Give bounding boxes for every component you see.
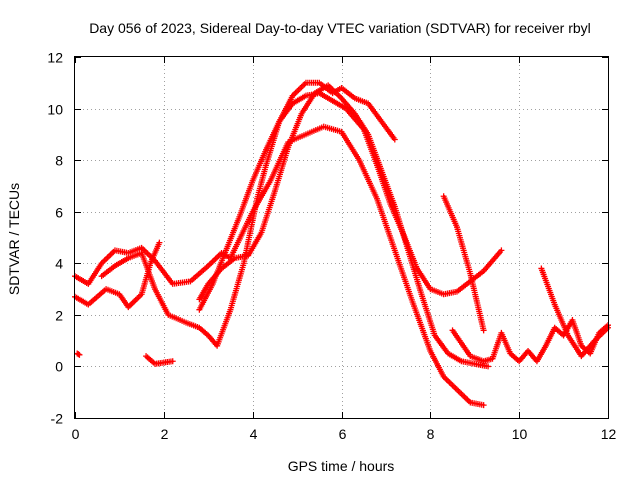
y-tick-label: 4 — [55, 256, 63, 272]
data-point — [480, 327, 487, 334]
series-trace-i — [143, 353, 176, 367]
data-point — [76, 351, 83, 358]
series-trace-b — [72, 123, 487, 409]
y-axis-label: SDTVAR / TECUs — [6, 183, 22, 295]
y-tick-label: 10 — [47, 102, 63, 118]
series-trace-h — [538, 265, 611, 360]
x-tick-label: 8 — [427, 426, 435, 442]
series-trace-e — [196, 82, 492, 370]
x-tick-label: 6 — [339, 426, 347, 442]
series-trace-c — [98, 90, 505, 349]
x-axis-label: GPS time / hours — [288, 458, 395, 474]
x-tick-label: 4 — [250, 426, 258, 442]
y-tick-label: 6 — [55, 205, 63, 221]
y-tick-label: 12 — [47, 50, 63, 66]
y-tick-label: 8 — [55, 153, 63, 169]
data-point — [391, 136, 398, 143]
x-tick-label: 0 — [72, 426, 80, 442]
plot-frame — [74, 56, 609, 419]
y-tick-label: 0 — [55, 359, 63, 375]
series-trace-j — [74, 350, 83, 358]
data-marks — [72, 79, 611, 409]
series-trace-g — [449, 317, 611, 365]
x-tick-label: 10 — [512, 426, 528, 442]
y-tick-label: -2 — [51, 411, 64, 427]
series-trace-f — [440, 193, 487, 334]
y-tick-label: 2 — [55, 308, 63, 324]
chart-title: Day 056 of 2023, Sidereal Day-to-day VTE… — [89, 20, 591, 36]
data-point — [480, 402, 487, 409]
x-tick-label: 12 — [601, 426, 617, 442]
series-trace-d — [196, 79, 398, 313]
grid-layer — [75, 57, 608, 418]
x-tick-label: 2 — [161, 426, 169, 442]
data-point — [498, 247, 505, 254]
data-point — [156, 239, 163, 246]
ticks-layer: 0 2 4 6 8 10 12 -2 0 2 4 6 8 10 12 — [47, 50, 616, 443]
data-point — [485, 363, 492, 370]
data-point — [169, 358, 176, 365]
